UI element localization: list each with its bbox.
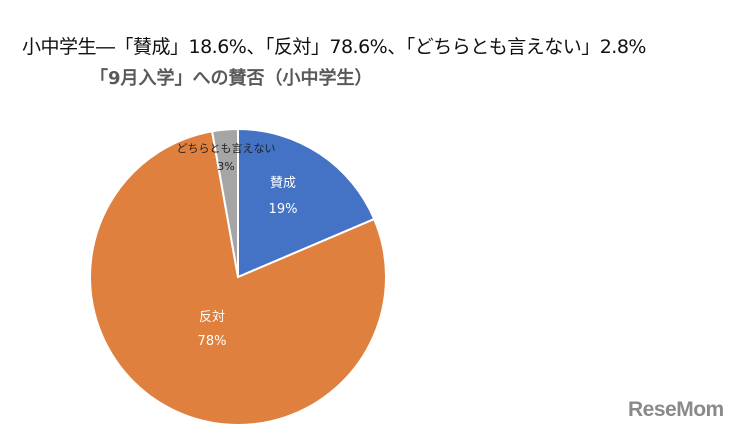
headline: 小中学生―「賛成」18.6%、「反対」78.6%、「どちらとも言えない」2.8% (22, 36, 647, 58)
slice-value-0: 19% (269, 202, 298, 217)
slice-value-2: 3% (217, 160, 234, 173)
pie-slice-2 (210, 127, 239, 278)
pie-slice-0 (237, 127, 376, 279)
slice-label-2: どちらとも言えない (177, 142, 276, 155)
chart-title: 「9月入学」への賛否（小中学生） (90, 68, 373, 89)
pie-slice-1 (89, 130, 387, 426)
slice-label-1: 反対 (199, 310, 225, 325)
slice-label-0: 賛成 (270, 176, 296, 191)
slice-value-1: 78% (198, 334, 227, 349)
resemom-logo: ReseMom (628, 398, 724, 421)
